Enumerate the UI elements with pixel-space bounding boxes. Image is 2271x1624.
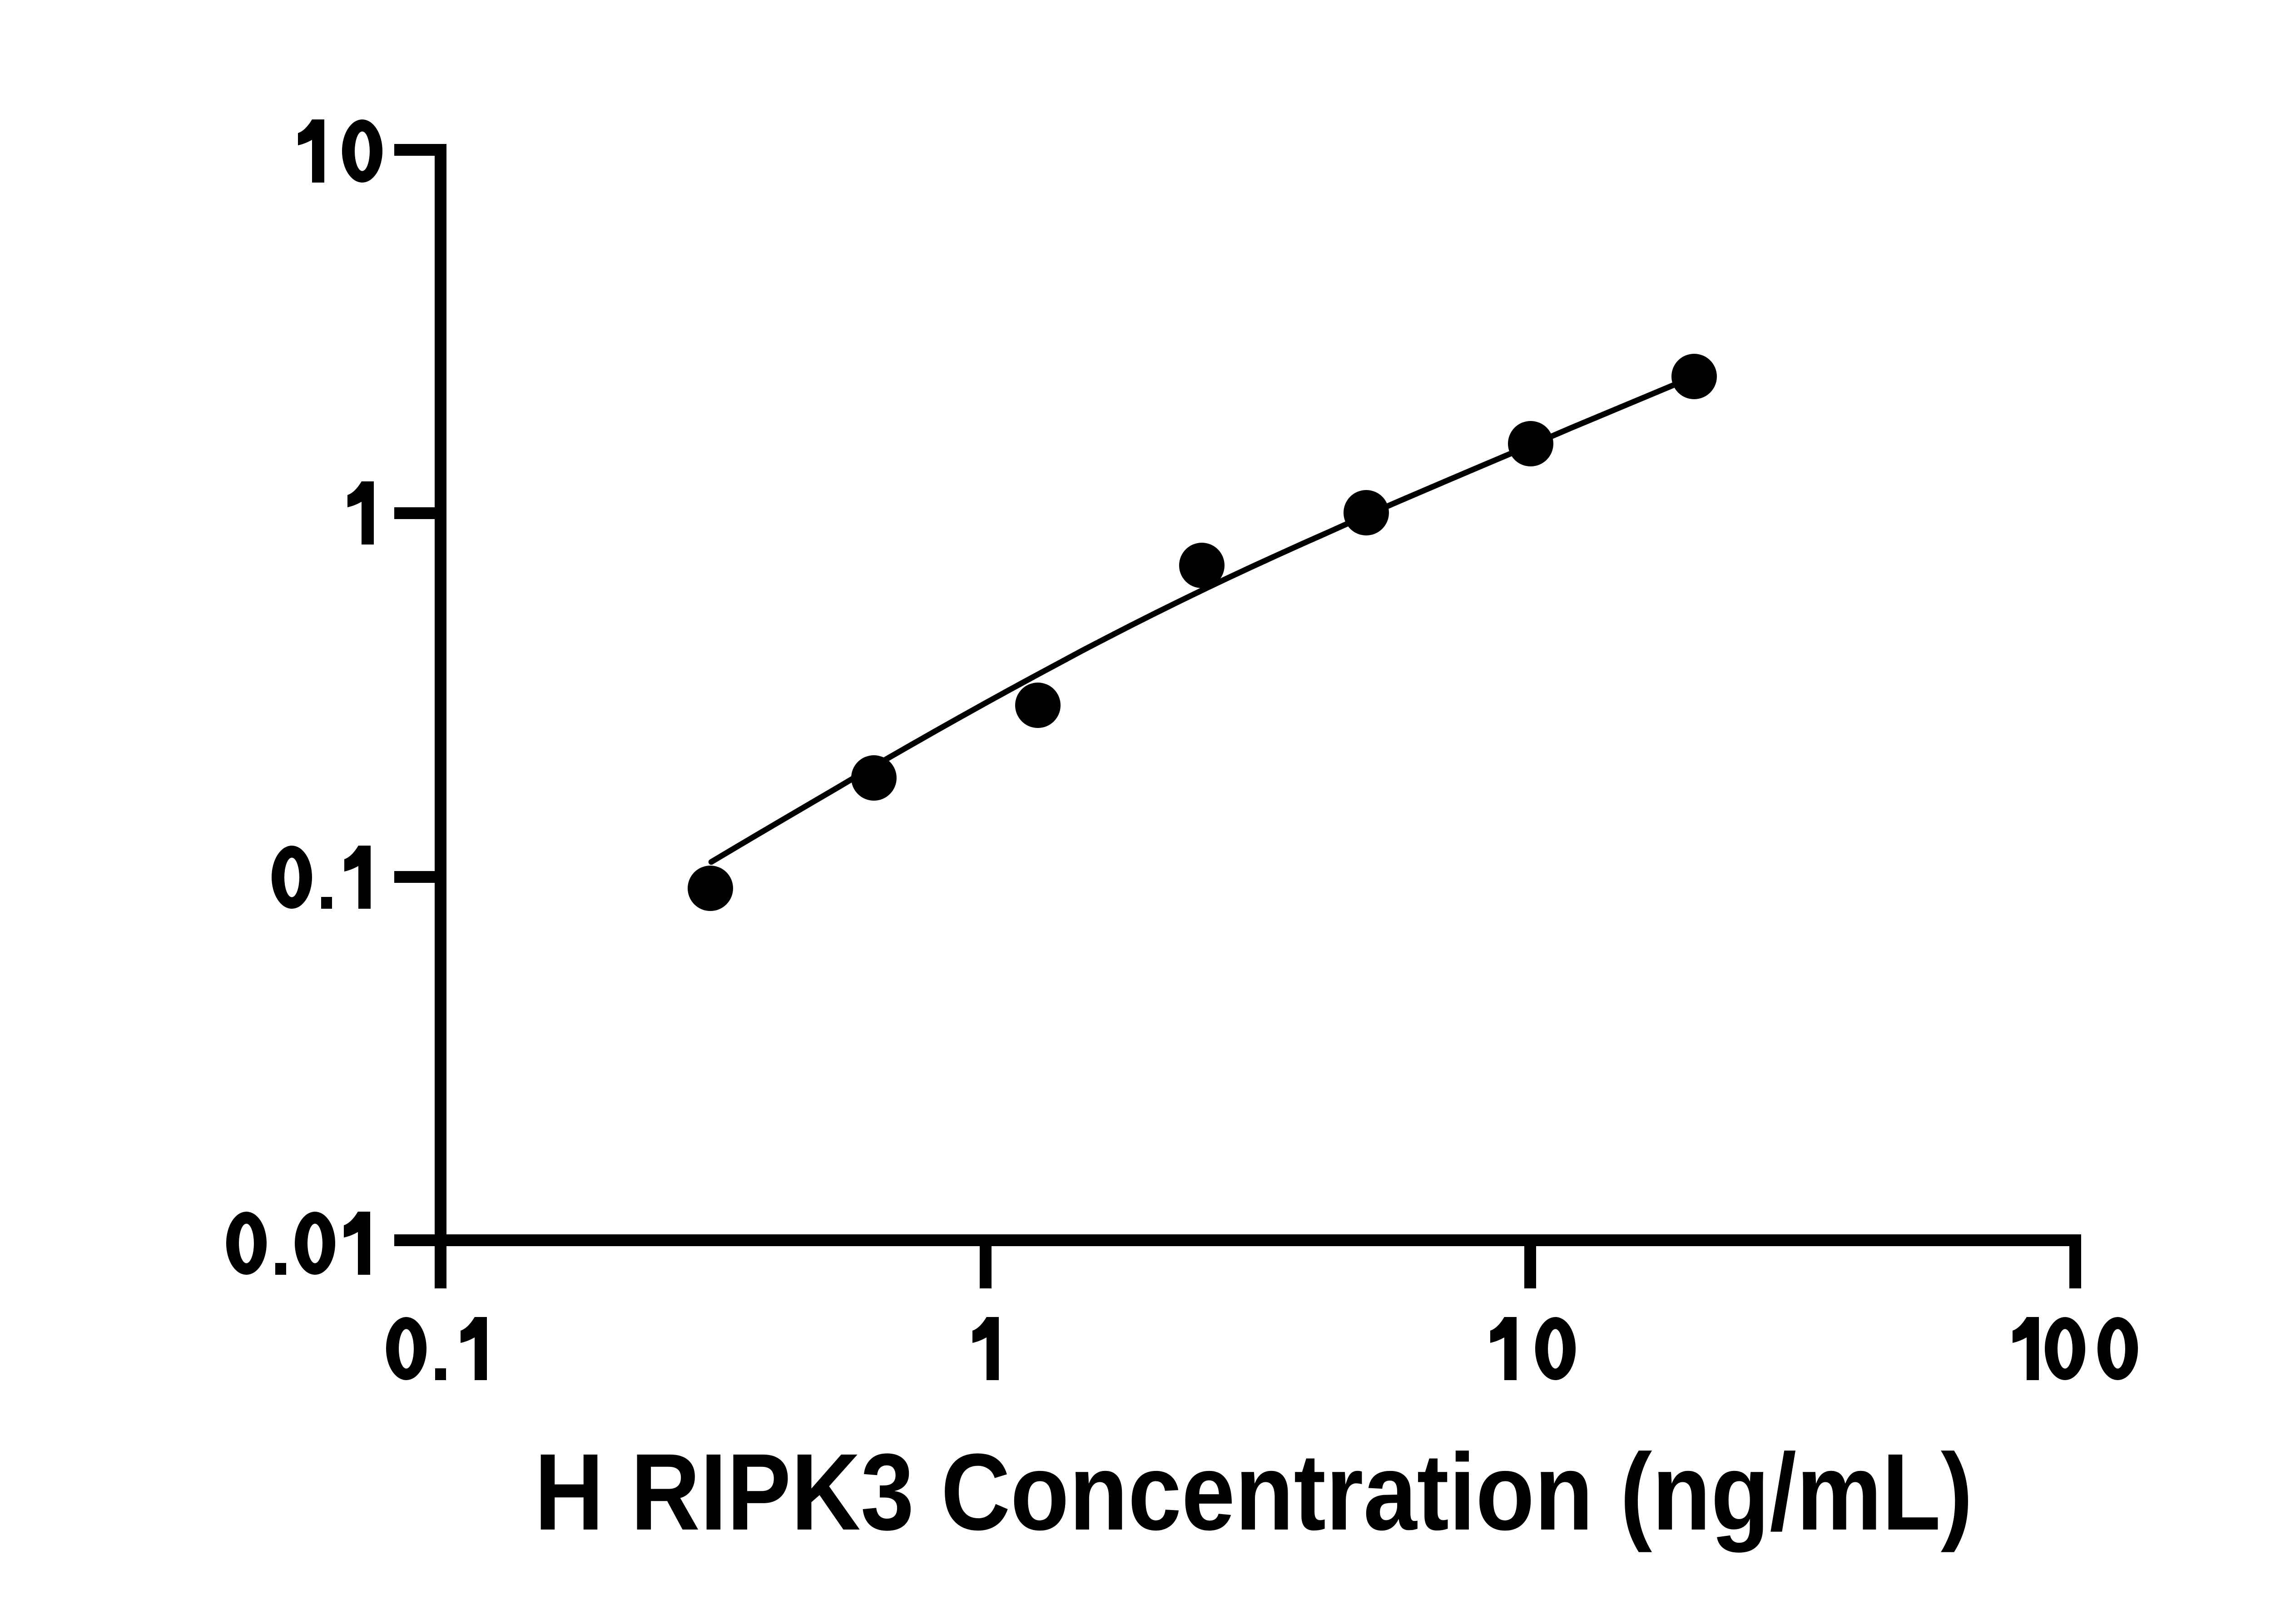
svg-text:H RIPK3 Concentration (ng/mL): H RIPK3 Concentration (ng/mL) — [535, 1431, 1973, 1553]
